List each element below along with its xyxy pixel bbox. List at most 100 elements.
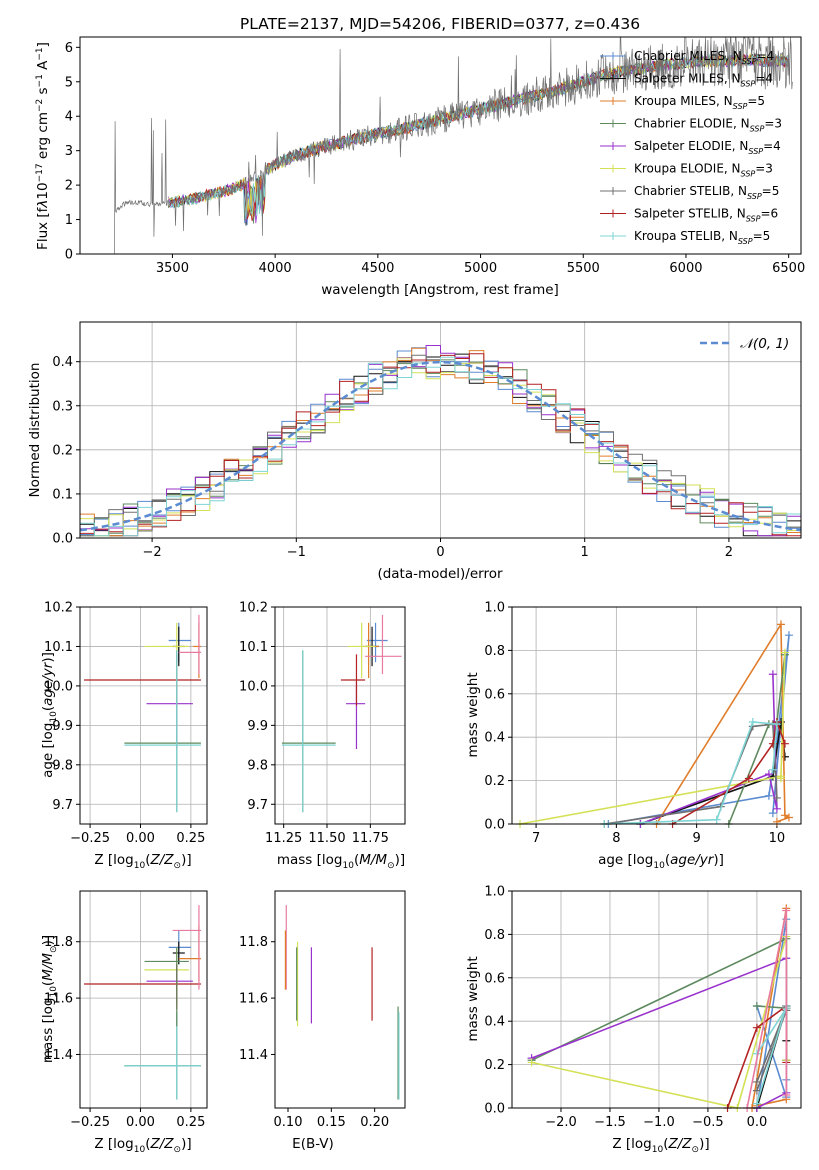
weight-point-marker [752,1077,761,1086]
legend-label: Chabrier STELIB, NSSP=5 [634,184,779,201]
weight-vs-Z-axes-frame [511,890,802,1109]
x-tick-label: 0.00 [126,831,155,846]
weight-point-marker [764,791,773,800]
weight-series-line [608,635,790,825]
y-tick-label: 11.8 [44,935,73,950]
weight-vs-age-axes-frame [511,606,802,825]
y-tick-label: 10.2 [44,601,73,616]
weight-point-marker [768,765,777,774]
y-tick-label: 0.0 [484,1102,505,1117]
gaussian-legend-label: 𝒩(0, 1) [740,336,789,352]
weight-point-marker [780,739,789,748]
y-tick-label: 0.6 [484,971,505,986]
y-tick-label: 9.9 [247,719,268,734]
weight-vs-Z-panel: −2.0 −1.5 −1.0 −0.5 0.0 0.0 0.2 0.4 0.6 0.8 1.0 [484,885,802,1131]
weight-vs-age-ylabel: mass weight [465,672,481,757]
y-tick-label: 0.4 [484,1015,505,1030]
y-tick-label: 2 [65,179,73,194]
residual-histogram [80,357,801,537]
weight-vs-Z-ticks: −2.0 −1.5 −1.0 −0.5 0.0 0.0 0.2 0.4 0.6 0.8 1.0 [484,885,767,1131]
legend-label: Chabrier MILES, NSSP=4 [634,49,774,66]
weight-point-marker [782,1090,791,1099]
weight-vs-Z-marks [527,904,791,1112]
spectrum-title: PLATE=2137, MJD=54206, FIBERID=0377, z=0… [240,15,640,33]
mass-vs-ebv-marks [284,905,400,1100]
weight-point-marker [712,815,721,824]
y-tick-label: 9.8 [247,758,268,773]
weight-point-marker [768,670,777,679]
x-tick-label: −1.0 [643,1115,675,1130]
y-tick-label: 9.7 [247,798,268,813]
y-tick-label: 11.6 [44,992,73,1007]
weight-series-line [519,652,786,825]
y-tick-label: 10.0 [239,679,268,694]
mass-vs-ebv-axes-frame [274,890,406,1109]
x-tick-label: 7 [532,831,540,846]
y-tick-label: 1.0 [484,885,505,900]
x-tick-label: −1.5 [594,1115,626,1130]
y-tick-label: 1.0 [484,601,505,616]
residuals-plot-area [79,345,802,537]
y-tick-label: 10.2 [239,601,268,616]
y-tick-label: 1 [65,213,73,228]
weight-point-marker [784,813,793,822]
age-vs-Z-panel: −0.25 0.00 0.25 9.7 9.8 9.9 10.0 10.1 10.2 [44,601,208,846]
weight-point-marker [772,804,781,813]
legend-label: Kroupa MILES, NSSP=5 [634,94,765,111]
x-tick-label: 0.0 [747,1115,768,1130]
x-tick-label: 6000 [669,261,702,276]
x-tick-label: −2.0 [545,1115,577,1130]
y-tick-label: 0.2 [484,774,505,789]
spectrum-panel: PLATE=2137, MJD=54206, FIBERID=0377, z=0… [35,15,806,298]
y-tick-label: 0.6 [484,687,505,702]
weight-point-marker [782,906,791,915]
x-tick-label: 1 [581,545,589,560]
x-tick-label: 10 [769,831,786,846]
y-tick-label: 0.0 [52,532,73,547]
weight-vs-Z-ylabel: mass weight [465,956,481,1041]
y-tick-label: 6 [65,41,73,56]
y-tick-label: 11.8 [239,935,268,950]
age-vs-mass-axes-frame [274,606,406,825]
y-tick-label: 11.4 [44,1048,73,1063]
y-tick-label: 0.4 [484,731,505,746]
x-tick-label: 0.00 [126,1115,155,1130]
observed-spectrum-line [110,37,793,254]
weight-point-marker [748,718,757,727]
y-tick-label: 0.3 [52,399,73,414]
x-tick-label: 8 [612,831,620,846]
y-tick-label: 9.9 [52,719,73,734]
weight-point-marker [780,648,789,657]
legend-label: Chabrier ELODIE, NSSP=3 [634,117,782,134]
weight-vs-age-xlabel: age [log10(age/yr)] [598,852,724,871]
y-tick-label: 0.1 [52,487,73,502]
y-tick-label: 0.8 [484,644,505,659]
y-tick-label: 10.0 [44,679,73,694]
age-vs-mass-ticks: 11.25 11.50 11.75 9.7 9.8 9.9 10.0 10.1 10.2 [239,601,389,847]
residuals-legend: 𝒩(0, 1) [700,336,789,352]
residuals-ylabel: Normed distribution [27,363,43,498]
x-tick-label: 0 [436,545,444,560]
weight-point-marker [752,1023,761,1032]
weight-point-marker [772,720,781,729]
legend-label: Salpeter STELIB, NSSP=6 [634,207,778,224]
y-tick-label: 0.0 [484,818,505,833]
gaussian-curve [79,360,802,532]
spectrum-ticks: 3500 4000 4500 5000 5500 6000 6500 0 1 2 3 4 5 6 [65,41,806,276]
x-tick-label: 4500 [361,261,394,276]
y-tick-label: 5 [65,75,73,90]
x-tick-label: 11.25 [265,831,302,846]
mass-vs-Z-marks [84,905,201,1100]
residuals-ticks: −2 −1 0 1 2 0.0 0.1 0.2 0.3 0.4 [52,355,733,560]
weight-point-marker [768,809,777,818]
mass-vs-Z-grid [80,891,207,1108]
y-tick-label: 10.1 [44,640,73,655]
legend-label: Salpeter MILES, NSSP=4 [634,72,773,89]
y-tick-label: 11.6 [239,992,268,1007]
spectrum-plot-area [110,37,793,254]
y-tick-label: 0.2 [484,1058,505,1073]
weight-point-marker [744,774,753,783]
age-vs-Z-marks [84,614,201,813]
weight-point-marker [527,1058,536,1067]
x-tick-label: −0.25 [70,831,110,846]
